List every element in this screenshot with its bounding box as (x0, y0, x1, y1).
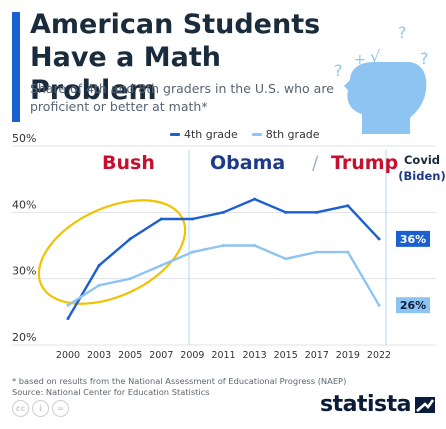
statista-mark-icon (414, 396, 435, 413)
license-icons: cc i = (12, 400, 69, 417)
legend-item-4th-grade: 4th grade (170, 128, 238, 141)
era-label-obama: Obama (210, 152, 286, 174)
data-point (222, 210, 225, 214)
x-tick-label: 2005 (118, 350, 142, 361)
statista-logo[interactable]: statista (320, 392, 435, 417)
info-icon[interactable]: i (32, 400, 49, 417)
svg-text:√: √ (370, 47, 381, 66)
data-point (128, 277, 132, 281)
svg-text:?: ? (334, 61, 343, 80)
legend-swatch-8th (251, 133, 262, 136)
data-point (190, 250, 194, 254)
data-point (159, 217, 163, 221)
svg-text:+: + (354, 52, 366, 68)
brand-name: statista (320, 392, 411, 417)
footnote-source: Source: National Center for Education St… (12, 387, 210, 397)
data-point (315, 250, 319, 254)
x-tick-label: 2011 (211, 350, 235, 361)
end-label-box (396, 297, 430, 314)
legend-item-8th-grade: 8th grade (251, 128, 320, 141)
data-point (128, 237, 132, 241)
era-separator: / (312, 152, 319, 174)
series-line-8th-grade (67, 244, 381, 307)
legend-label-4th: 4th grade (184, 128, 238, 141)
footnote-note: * based on results from the National Ass… (12, 376, 347, 386)
era-label-trump: Trump (331, 152, 399, 174)
end-value-label: 26% (400, 299, 426, 312)
data-point (66, 316, 70, 320)
y-tick-label: 20% (12, 331, 36, 344)
data-point (222, 244, 225, 247)
data-point (97, 263, 101, 267)
era-label-covid: Covid (Biden) (398, 152, 446, 184)
y-tick-label: 30% (12, 265, 36, 278)
equals-icon[interactable]: = (52, 400, 69, 417)
data-point (284, 210, 288, 214)
subtitle: Share of 4th and 8th graders in the U.S.… (30, 81, 334, 114)
chart-legend: 4th grade 8th grade (170, 128, 320, 141)
legend-swatch-4th (170, 133, 180, 136)
data-point (284, 257, 288, 261)
data-point (253, 244, 257, 247)
data-point (190, 217, 194, 221)
era-label-bush: Bush (102, 152, 155, 174)
data-point (97, 283, 101, 287)
data-point (315, 210, 319, 214)
x-tick-label: 2022 (367, 350, 391, 361)
end-value-label: 36% (400, 233, 426, 246)
era-biden-label: (Biden) (398, 169, 446, 183)
highlight-ellipse (37, 199, 187, 305)
svg-text:?: ? (398, 23, 407, 42)
data-point (346, 204, 350, 208)
x-tick-label: 2007 (149, 350, 173, 361)
era-covid-label: Covid (403, 153, 440, 167)
y-tick-label: 40% (12, 198, 36, 211)
data-point (66, 303, 70, 307)
x-tick-label: 2009 (180, 350, 204, 361)
x-tick-label: 2003 (87, 350, 111, 361)
x-tick-label: 2017 (305, 350, 329, 361)
data-point (377, 237, 381, 241)
data-point (377, 303, 381, 307)
legend-label-8th: 8th grade (265, 128, 320, 141)
y-tick-label: 50% (12, 132, 36, 145)
line-chart: 20% 30% 40% 50% 2000 2003 2005 2007 2009 2011 2013… (12, 132, 436, 361)
page-title: American Students Have a Math Problem (30, 9, 321, 106)
thinking-head-icon: ? ? ? + √ % (334, 23, 429, 134)
x-tick-label: 2019 (336, 350, 360, 361)
accent-bar (12, 12, 20, 122)
end-label-box (396, 230, 430, 247)
cc-icon[interactable]: cc (12, 400, 29, 417)
series-line-4th-grade (66, 197, 380, 320)
svg-text:?: ? (420, 49, 429, 68)
x-tick-label: 2013 (243, 350, 267, 361)
data-point (346, 250, 350, 254)
footnote: * based on results from the National Ass… (12, 376, 442, 398)
data-point (253, 197, 257, 201)
x-tick-label: 2015 (274, 350, 298, 361)
data-point (159, 263, 163, 267)
x-tick-label: 2000 (56, 350, 80, 361)
